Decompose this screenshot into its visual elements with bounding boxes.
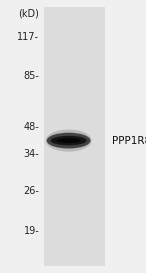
- Text: PPP1R8: PPP1R8: [112, 136, 146, 146]
- Ellipse shape: [51, 136, 87, 145]
- FancyBboxPatch shape: [44, 7, 105, 266]
- Text: 85-: 85-: [24, 72, 39, 81]
- Text: 26-: 26-: [24, 186, 39, 196]
- Text: (kD): (kD): [19, 9, 39, 19]
- Text: 117-: 117-: [17, 32, 39, 42]
- Ellipse shape: [46, 129, 92, 152]
- Text: 19-: 19-: [24, 226, 39, 236]
- Text: 48-: 48-: [24, 122, 39, 132]
- Text: 34-: 34-: [24, 149, 39, 159]
- Ellipse shape: [57, 138, 81, 143]
- Ellipse shape: [47, 133, 91, 149]
